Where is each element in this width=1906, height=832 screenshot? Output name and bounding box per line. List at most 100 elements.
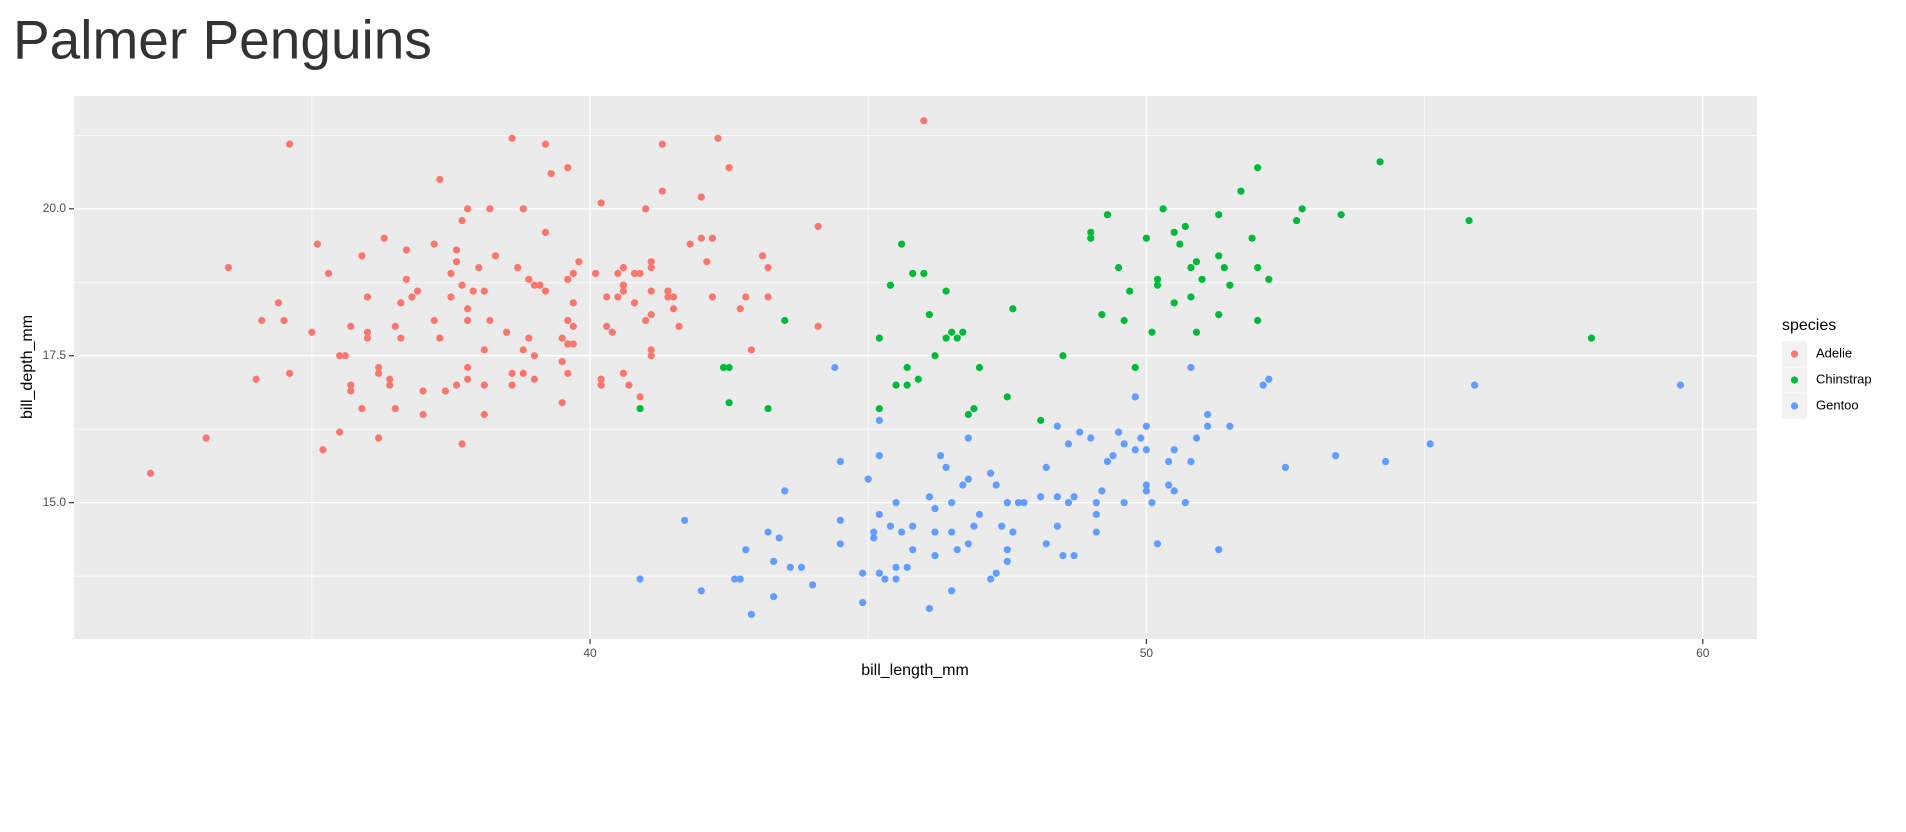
point (1120, 316, 1128, 325)
point (903, 381, 911, 389)
point (647, 346, 655, 354)
point (836, 540, 844, 548)
point (1165, 457, 1173, 466)
point (886, 522, 895, 530)
point (575, 258, 583, 266)
point (458, 216, 466, 225)
point (536, 281, 544, 289)
point (597, 375, 605, 383)
point (1037, 493, 1045, 501)
point (458, 440, 466, 448)
point (964, 475, 972, 483)
point (630, 299, 639, 307)
point (619, 369, 628, 377)
point (1103, 457, 1112, 466)
point (1215, 211, 1223, 219)
point (953, 334, 961, 342)
point (1153, 540, 1162, 548)
point (397, 334, 405, 342)
point (1153, 281, 1162, 289)
point (564, 164, 572, 172)
point (708, 293, 717, 301)
point (775, 534, 783, 542)
point (781, 316, 789, 325)
point (541, 140, 550, 148)
point (486, 205, 494, 213)
point (987, 469, 995, 477)
point (1159, 205, 1167, 213)
point (975, 363, 984, 372)
point (681, 516, 689, 524)
point (1009, 305, 1017, 313)
point (1053, 422, 1061, 430)
point (1109, 452, 1117, 460)
point (647, 287, 655, 295)
point (1120, 499, 1128, 507)
point (525, 275, 533, 283)
point (786, 563, 794, 571)
point (1142, 481, 1150, 489)
point (619, 287, 628, 295)
point (1142, 487, 1150, 495)
point (959, 481, 967, 489)
point (1226, 281, 1234, 289)
point (736, 575, 744, 583)
point (1092, 528, 1100, 536)
point (380, 234, 388, 242)
point (925, 311, 934, 319)
point (669, 293, 678, 301)
point (564, 316, 572, 325)
point (903, 363, 911, 372)
point (1053, 522, 1061, 530)
point (464, 363, 472, 372)
point (725, 164, 733, 172)
point (1087, 434, 1095, 442)
point (875, 510, 883, 519)
point (1382, 457, 1390, 466)
point (480, 410, 488, 419)
point (1148, 328, 1156, 336)
point (402, 246, 411, 254)
point (1254, 164, 1262, 172)
point (1148, 499, 1156, 507)
point (625, 381, 633, 389)
point (1170, 487, 1178, 495)
point (558, 334, 566, 342)
plot-panel (74, 96, 1757, 639)
point (647, 263, 655, 272)
point (1587, 334, 1596, 342)
point (1003, 499, 1011, 507)
point (914, 375, 922, 383)
point (1137, 434, 1145, 442)
point (258, 316, 266, 325)
point (347, 322, 355, 330)
point (464, 305, 472, 313)
point (1142, 234, 1150, 242)
point (875, 416, 883, 424)
point (1003, 557, 1011, 566)
point (525, 334, 533, 342)
point (697, 193, 705, 201)
point (591, 269, 600, 278)
x-axis-title: bill_length_mm (861, 662, 969, 679)
point (1064, 499, 1073, 507)
point (1198, 275, 1206, 283)
point (1042, 463, 1050, 472)
y-tick-label: 17.5 (43, 348, 67, 362)
point (764, 263, 772, 272)
point (669, 305, 678, 313)
point (608, 328, 616, 336)
chart-title: Palmer Penguins (13, 9, 432, 71)
point (619, 263, 628, 272)
point (909, 546, 917, 554)
point (1103, 211, 1112, 219)
point (647, 311, 655, 319)
point (942, 334, 950, 342)
point (931, 528, 939, 536)
y-tick-label: 20.0 (43, 201, 67, 215)
point (452, 381, 461, 389)
point (464, 316, 472, 325)
point (975, 510, 984, 519)
point (402, 275, 411, 283)
